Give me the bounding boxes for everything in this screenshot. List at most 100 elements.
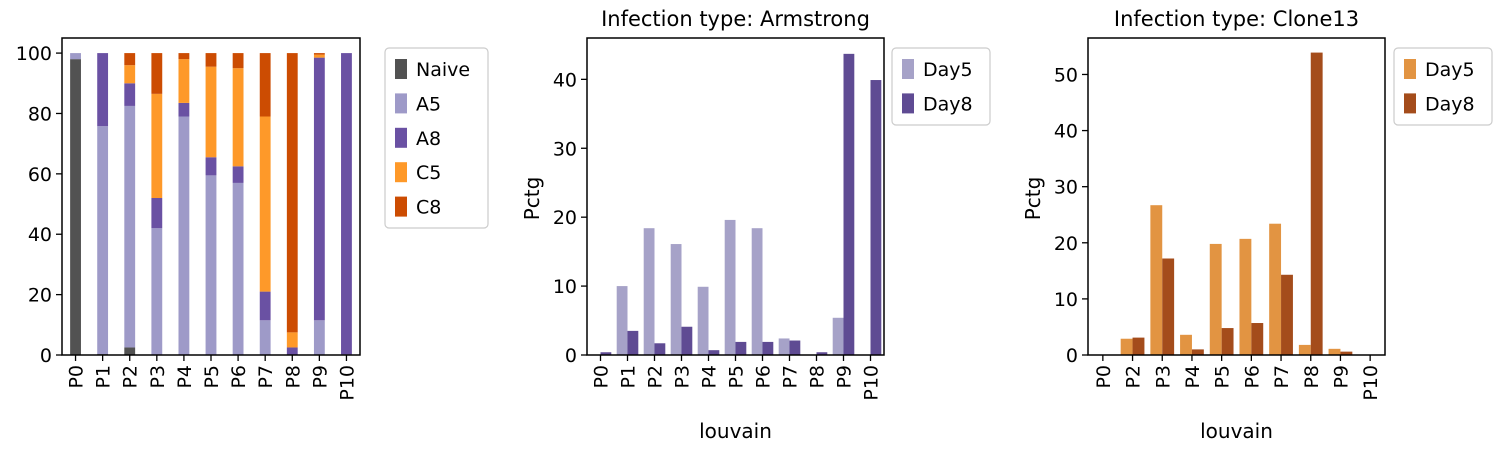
y-tick-label: 100 [16, 43, 52, 65]
bar-P2-A8 [124, 83, 136, 106]
bar-P5-Day8 [735, 341, 747, 355]
x-tick-label: P3 [1152, 365, 1174, 389]
x-tick-label: P6 [228, 365, 250, 389]
bar-P6-Day8 [1251, 323, 1264, 355]
y-tick-label: 40 [28, 224, 52, 246]
y-tick-label: 0 [40, 345, 52, 367]
x-tick-label: P0 [591, 365, 613, 389]
bar-P3-Day8 [681, 326, 693, 355]
bar-P6-A5 [232, 182, 244, 355]
bar-P5-A8 [205, 157, 217, 176]
chart-title: Infection type: Armstrong [601, 7, 870, 31]
y-tick-label: 20 [1054, 233, 1078, 255]
y-axis-label: Pctg [1021, 177, 1045, 221]
legend-swatch-A5 [395, 93, 407, 114]
bar-P6-A8 [232, 166, 244, 183]
bar-P5-C8 [205, 53, 217, 67]
bar-P10-Day8 [870, 80, 882, 355]
bar-P9-A5 [313, 320, 325, 355]
x-tick-label: P8 [282, 365, 304, 389]
x-tick-label: P9 [834, 365, 856, 389]
y-tick-label: 30 [553, 138, 577, 160]
bar-P9-C5 [313, 54, 325, 58]
chart-title: Infection type: Clone13 [1114, 7, 1359, 31]
legend: Day5 Day8 [1393, 47, 1493, 126]
bar-P2-Day8 [1132, 337, 1145, 355]
bar-P1-A8 [97, 53, 109, 127]
x-tick-label: P3 [672, 365, 694, 389]
bar-P8-C8 [286, 53, 298, 333]
legend-swatch-C8 [395, 196, 407, 217]
axes-frame [1087, 37, 1386, 356]
bar-P6-Day8 [762, 341, 774, 355]
bar-P4-A5 [178, 116, 190, 355]
x-tick-label: P2 [1123, 365, 1145, 389]
bar-P3-A8 [151, 198, 163, 229]
bar-P9-C8 [313, 53, 325, 55]
legend-swatch-Day8 [1404, 93, 1416, 114]
legend-swatch-Naive [395, 59, 407, 79]
bar-P6-Day5 [1239, 238, 1252, 355]
chart-1: 0 20 40 60 80 100 P0 P1 P2 P3 P4 P5 P6 P7 P8 P9 P10 Naive… [16, 37, 489, 401]
bar-P3-Day5 [1150, 205, 1163, 355]
y-tick-label: 50 [1054, 64, 1078, 86]
y-axis-label: Pctg [520, 177, 544, 221]
bar-P5-Day5 [724, 219, 736, 355]
bar-P4-Day8 [1191, 349, 1204, 355]
y-tick-label: 10 [1054, 289, 1078, 311]
bar-P4-C8 [178, 53, 190, 60]
bar-P0-A5 [70, 53, 81, 60]
bar-P2-Day5 [1120, 338, 1133, 355]
bar-P0-Day8 [600, 352, 612, 355]
legend-label-Naive: Naive [416, 59, 470, 81]
legend-label-Day5: Day5 [1425, 59, 1475, 81]
legend: Day5 Day8 [891, 47, 991, 126]
legend-label-A8: A8 [416, 128, 441, 150]
bar-P9-Day5 [1328, 348, 1341, 355]
bar-P7-Day8 [789, 340, 801, 355]
x-tick-label: P6 [753, 365, 775, 389]
bar-P8-A8 [286, 347, 298, 355]
y-tick-label: 40 [1054, 121, 1078, 143]
bar-P0-Naive [70, 59, 81, 356]
bar-P4-Day5 [697, 286, 709, 355]
bar-P7-A5 [259, 320, 271, 355]
chart-3: 0 10 20 30 40 50 P0 P2 P3 P4 P5 P6 P7 P8 P9 P10 Infectio… [1021, 7, 1493, 443]
legend-swatch-A8 [395, 127, 407, 148]
bar-P3-C5 [151, 93, 163, 199]
x-tick-label: P4 [174, 365, 196, 389]
legend-box [1393, 47, 1493, 126]
bar-P7-Day8 [1281, 274, 1293, 355]
x-tick-label: P8 [807, 365, 829, 389]
bar-P7-Day5 [778, 338, 790, 355]
bar-P9-Day8 [1340, 351, 1353, 355]
legend-swatch-C5 [395, 162, 407, 183]
bar-P3-A5 [151, 228, 163, 355]
bar-P4-Day8 [708, 350, 720, 355]
x-tick-label: P2 [645, 365, 667, 389]
x-tick-label: P1 [93, 365, 115, 389]
legend-label-Day8: Day8 [1425, 93, 1475, 115]
bar-P3-Day5 [670, 244, 682, 355]
bar-P4-A8 [178, 102, 190, 117]
y-tick-label: 20 [28, 285, 52, 307]
bar-P9-Day8 [843, 53, 855, 355]
bar-P4-C5 [178, 59, 190, 103]
legend-label-C8: C8 [416, 197, 441, 219]
bar-P5-Day5 [1209, 243, 1222, 355]
bar-P1-Day8 [627, 330, 639, 355]
bar-P7-Day5 [1269, 223, 1282, 355]
x-tick-label: P5 [1212, 365, 1234, 389]
bar-P7-C5 [259, 116, 271, 292]
legend: Naive A5 A8 C5 C8 [384, 47, 489, 229]
legend-swatch-Day5 [1404, 59, 1416, 79]
x-tick-label: P8 [1301, 365, 1323, 389]
legend-label-A5: A5 [416, 93, 441, 115]
bar-P5-Day8 [1221, 328, 1234, 355]
legend-label-Day5: Day5 [923, 59, 973, 81]
bar-P1-A5 [97, 126, 109, 355]
bar-P6-C8 [232, 53, 244, 69]
x-tick-label: P9 [1330, 365, 1352, 389]
chart-2: 0 10 20 30 40 P0 P1 P2 P3 P4 P5 P6 P7 P8 P9 P10 Infectio… [520, 7, 991, 443]
